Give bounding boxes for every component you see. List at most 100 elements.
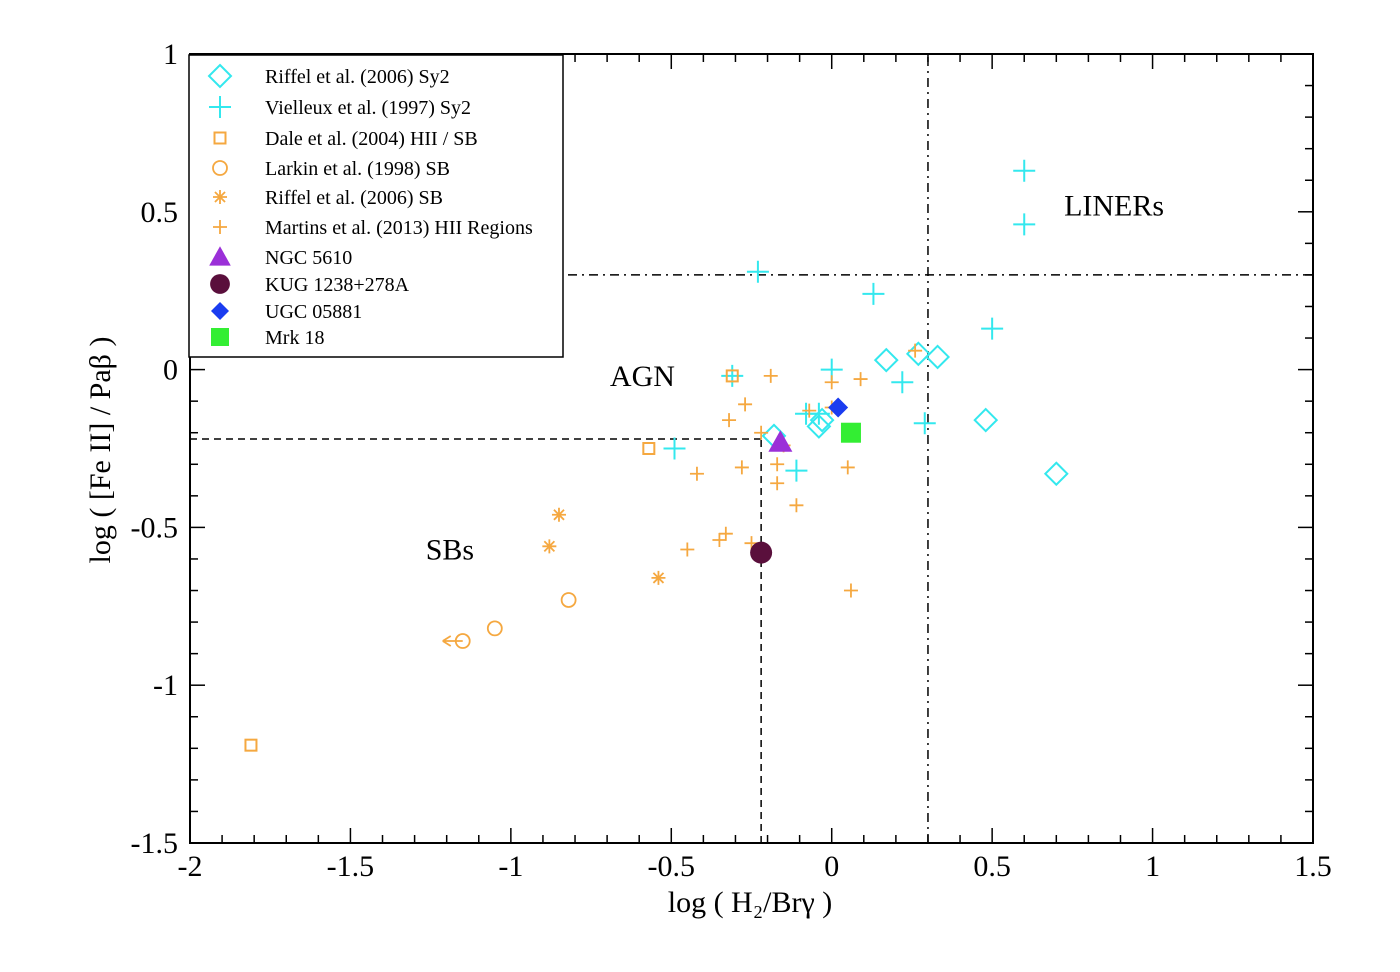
x-tick-label: 1.5 xyxy=(1294,850,1332,883)
data-point xyxy=(809,407,835,433)
legend-label: Mrk 18 xyxy=(265,327,324,349)
data-point xyxy=(663,437,686,460)
legend-marker xyxy=(213,190,227,204)
data-point xyxy=(1013,159,1036,182)
legend-label: Martins et al. (2013) HII Regions xyxy=(265,217,533,239)
data-point xyxy=(840,460,855,475)
data-point xyxy=(789,498,804,513)
series-2 xyxy=(244,369,739,752)
legend-marker xyxy=(213,220,227,234)
data-point xyxy=(763,368,778,383)
data-point xyxy=(734,460,749,475)
data-point xyxy=(853,372,868,387)
legend-entries: Riffel et al. (2006) Sy2 Vielleux et al. … xyxy=(207,63,533,349)
x-tick-label: -1 xyxy=(498,850,523,883)
legend-label: NGC 5610 xyxy=(265,247,352,269)
series-7 xyxy=(750,541,773,564)
legend: Riffel et al. (2006) Sy2 Vielleux et al. … xyxy=(188,54,564,358)
series-3 xyxy=(442,592,577,649)
data-point xyxy=(244,738,258,752)
legend-marker xyxy=(210,274,230,294)
data-point xyxy=(913,412,936,435)
data-point xyxy=(712,533,727,548)
data-point xyxy=(824,375,839,390)
legend-label: KUG 1238+278A xyxy=(265,274,410,296)
region-annotations: LINERs AGN SBs xyxy=(426,189,1164,566)
series-6 xyxy=(768,430,793,452)
x-tick-label: 0.5 xyxy=(973,850,1011,883)
data-point xyxy=(725,369,739,383)
plot-frame xyxy=(189,53,1314,844)
y-tick-label: -1.5 xyxy=(131,827,179,860)
data-point xyxy=(925,344,951,370)
y-tick-label: -1 xyxy=(153,669,178,702)
series-8 xyxy=(828,397,849,418)
region-label: SBs xyxy=(426,533,474,566)
legend-label: UGC 05881 xyxy=(265,301,362,323)
data-point xyxy=(828,397,849,418)
y-tick-label: -0.5 xyxy=(131,511,179,544)
region-label: AGN xyxy=(610,360,675,393)
data-point xyxy=(738,397,753,412)
data-point xyxy=(542,539,557,554)
data-point xyxy=(1013,213,1036,236)
y-tick-label: 0 xyxy=(163,354,178,387)
data-point xyxy=(862,282,885,305)
data-point xyxy=(746,260,769,283)
x-tick-label: 1 xyxy=(1145,850,1160,883)
data-point xyxy=(721,364,744,387)
data-point xyxy=(905,341,931,367)
data-point xyxy=(689,466,704,481)
legend-box xyxy=(188,54,564,358)
data-point xyxy=(785,459,808,482)
legend-label: Vielleux et al. (1997) Sy2 xyxy=(265,97,471,119)
upper-limit-arrow xyxy=(442,635,463,647)
y-axis-title: log ( [Fe II] / Paβ ) xyxy=(84,337,117,564)
y-tick-label: 0.5 xyxy=(141,196,179,229)
legend-label: Riffel et al. (2006) SB xyxy=(265,187,443,209)
y-tick-label: 1 xyxy=(163,38,178,71)
data-point xyxy=(873,347,899,373)
legend-marker xyxy=(211,328,229,346)
data-point xyxy=(806,413,832,439)
data-point xyxy=(802,403,817,418)
data-point xyxy=(754,425,769,440)
data-point xyxy=(560,592,577,608)
data-point xyxy=(551,507,566,522)
data-point xyxy=(680,542,695,557)
data-point xyxy=(981,317,1004,340)
data-point xyxy=(486,620,503,637)
legend-label: Dale et al. (2004) HII / SB xyxy=(265,128,478,150)
legend-marker xyxy=(209,96,231,118)
data-point xyxy=(840,422,861,443)
data-point xyxy=(1043,461,1069,487)
series-4 xyxy=(542,507,666,585)
data-point xyxy=(750,541,773,564)
series-9 xyxy=(840,422,861,443)
legend-marker xyxy=(211,302,229,320)
data-point xyxy=(718,526,733,541)
data-point xyxy=(891,371,914,394)
data-point xyxy=(807,402,830,425)
data-point xyxy=(768,430,793,452)
legend-marker xyxy=(213,131,227,145)
x-tick-label: -0.5 xyxy=(648,850,696,883)
data-point xyxy=(843,583,858,598)
legend-label: Riffel et al. (2006) Sy2 xyxy=(265,66,450,88)
series-1 xyxy=(663,159,1036,482)
data-point xyxy=(722,413,737,428)
data-point xyxy=(651,570,666,585)
legend-marker xyxy=(207,63,233,89)
data-point xyxy=(770,476,785,491)
legend-label: Larkin et al. (1998) SB xyxy=(265,158,450,180)
data-points xyxy=(244,159,1069,752)
region-label: LINERs xyxy=(1064,189,1164,222)
data-point xyxy=(973,407,999,433)
data-point xyxy=(908,343,923,358)
data-point xyxy=(642,442,656,455)
tick-labels: -2 -1.5 -1 -0.5 0 0.5 1 1.5-1.5-1-0.500.51 xyxy=(131,38,1332,883)
reference-lines xyxy=(190,54,1313,843)
plot-area xyxy=(189,53,1314,844)
x-tick-label: 0 xyxy=(824,850,839,883)
